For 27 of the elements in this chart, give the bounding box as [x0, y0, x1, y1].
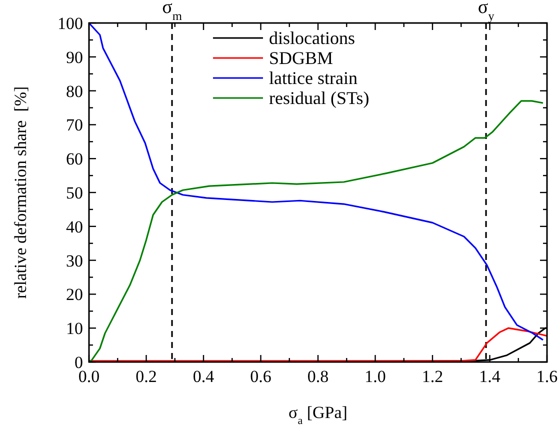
- ref-line-label: σ$_{y}$: [478, 0, 496, 23]
- x-axis-title: σ$_{a}$ [GPa]: [288, 403, 348, 427]
- y-axis-title: relative deformation share [%]: [11, 86, 30, 299]
- y-tick-label: 80: [66, 82, 83, 101]
- x-tick-label: 0.6: [250, 367, 272, 386]
- y-tick-label: 100: [58, 14, 83, 33]
- x-tick-label: 0.4: [192, 367, 215, 386]
- x-tick-label: 1.0: [364, 367, 386, 386]
- y-tick-label: 90: [66, 48, 83, 67]
- ref-line-label: σ$_{m}$: [162, 0, 182, 23]
- y-tick-label: 50: [66, 184, 83, 202]
- y-tick-label: 20: [66, 285, 83, 304]
- y-tick-label: 60: [66, 150, 83, 169]
- x-tick-label: 1.6: [536, 367, 558, 386]
- x-tick-label: 0.2: [136, 367, 157, 386]
- legend-label: lattice strain: [269, 68, 358, 88]
- legend-label: dislocations: [269, 28, 355, 48]
- legend-label: SDGBM: [269, 48, 334, 68]
- line-series: [88, 22, 544, 341]
- y-tick-label: 10: [66, 319, 83, 338]
- y-tick-label: 30: [66, 251, 83, 270]
- legend-label: residual (STs): [269, 88, 370, 108]
- x-tick-label: 1.2: [422, 367, 444, 386]
- x-tick-label: 0.8: [307, 367, 329, 386]
- x-tick-label: 1.4: [479, 367, 501, 386]
- y-tick-label: 40: [66, 217, 83, 236]
- y-tick-label: 70: [66, 116, 83, 135]
